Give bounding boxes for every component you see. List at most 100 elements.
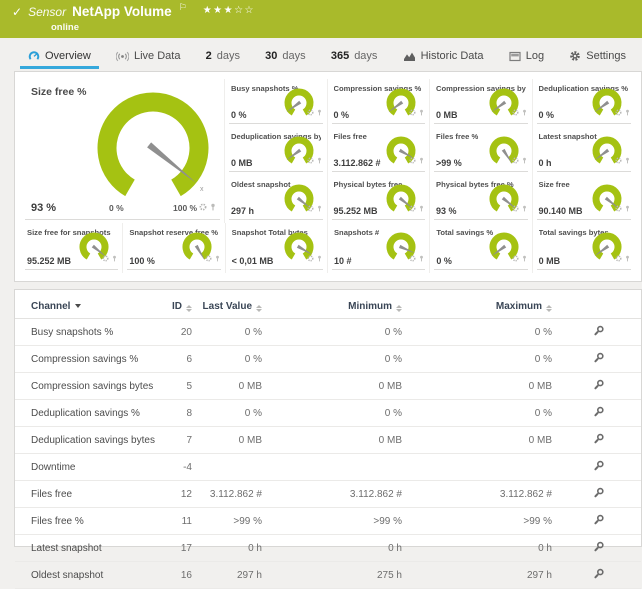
channel-settings-wrench-icon[interactable] — [593, 433, 605, 445]
gauge-value: 0 % — [436, 256, 452, 266]
channel-gear-icon[interactable] — [409, 103, 416, 121]
channel-gear-icon[interactable] — [409, 199, 416, 217]
pin-icon[interactable] — [419, 151, 424, 169]
table-row[interactable]: Oldest snapshot 16 297 h 275 h 297 h — [15, 561, 641, 589]
channel-gear-icon[interactable] — [512, 249, 519, 267]
table-row[interactable]: Deduplication savings bytes 7 0 MB 0 MB … — [15, 426, 641, 454]
tab-30-days[interactable]: 30 days — [265, 50, 306, 62]
tab-historic-data[interactable]: Historic Data — [395, 45, 492, 69]
pin-icon[interactable] — [317, 151, 322, 169]
channel-gear-icon[interactable] — [511, 103, 519, 121]
tab-log[interactable]: Log — [501, 45, 552, 69]
gear-icon — [569, 50, 581, 62]
gauge-tile: Compression savings bytes 0 MB — [430, 79, 533, 127]
channel-last-value: 3.112.862 # — [196, 480, 266, 508]
pin-icon[interactable] — [317, 249, 322, 267]
gauge-tile: Deduplication savings % 0 % — [533, 79, 636, 127]
channel-gear-icon[interactable] — [511, 151, 519, 169]
gauge-tile: Physical bytes free 95.252 MB — [328, 175, 430, 223]
channel-gear-icon[interactable] — [615, 151, 622, 169]
pin-icon[interactable] — [522, 249, 527, 267]
mini-gauge-strip: Size free for snapshots 95.252 MB Snapsh… — [21, 223, 635, 273]
channel-gear-icon[interactable] — [205, 249, 212, 267]
pin-icon[interactable] — [210, 198, 216, 216]
pin-icon[interactable] — [625, 199, 630, 217]
pin-icon[interactable] — [522, 199, 527, 217]
channel-settings-wrench-icon[interactable] — [593, 352, 605, 364]
column-header-minimum[interactable]: Minimum — [266, 292, 406, 319]
channel-gear-icon[interactable] — [409, 151, 416, 169]
flag-icon[interactable]: ⚐ — [178, 2, 187, 13]
channel-last-value: 0 % — [196, 399, 266, 427]
table-row[interactable]: Files free 12 3.112.862 # 3.112.862 # 3.… — [15, 480, 641, 508]
pin-icon[interactable] — [522, 103, 527, 121]
tab-settings[interactable]: Settings — [561, 45, 634, 69]
channel-gear-icon[interactable] — [615, 199, 622, 217]
sort-desc-icon — [75, 304, 82, 308]
sensor-title: NetApp Volume — [72, 4, 172, 19]
channel-name: Oldest snapshot — [15, 561, 156, 589]
pin-icon[interactable] — [419, 199, 424, 217]
column-header-maximum[interactable]: Maximum — [406, 292, 556, 319]
channel-settings-wrench-icon[interactable] — [593, 460, 605, 472]
gauge-title: Busy snapshots % — [231, 84, 299, 93]
channel-gear-icon[interactable] — [102, 249, 109, 267]
column-header-id[interactable]: ID — [156, 292, 196, 319]
gauge-title: Physical bytes free — [333, 180, 403, 189]
pin-icon[interactable] — [522, 151, 527, 169]
column-header-channel[interactable]: Channel — [15, 292, 156, 319]
tab-overview[interactable]: Overview — [20, 45, 99, 69]
channel-minimum: 0 MB — [266, 426, 406, 454]
gauge-value: 0 MB — [436, 110, 458, 120]
tab-live-data[interactable]: Live Data — [108, 45, 188, 69]
pin-icon[interactable] — [419, 103, 424, 121]
channel-settings-wrench-icon[interactable] — [593, 487, 605, 499]
channel-settings-wrench-icon[interactable] — [593, 568, 605, 580]
channel-settings-wrench-icon[interactable] — [593, 541, 605, 553]
tab-365-days[interactable]: 365 days — [330, 50, 378, 62]
pin-icon[interactable] — [625, 151, 630, 169]
pin-icon[interactable] — [317, 199, 322, 217]
channel-settings-wrench-icon[interactable] — [593, 379, 605, 391]
channel-gear-icon[interactable] — [306, 199, 314, 217]
gauge-tile: Snapshot Total bytes < 0,01 MB — [226, 223, 328, 273]
table-row[interactable]: Files free % 11 >99 % >99 % >99 % — [15, 507, 641, 535]
channel-minimum: >99 % — [266, 507, 406, 535]
channel-settings-wrench-icon[interactable] — [593, 325, 605, 337]
pin-icon[interactable] — [625, 249, 630, 267]
pin-icon[interactable] — [215, 249, 220, 267]
pin-icon[interactable] — [112, 249, 117, 267]
channel-settings-wrench-icon[interactable] — [593, 514, 605, 526]
channel-gear-icon[interactable] — [306, 103, 314, 121]
rating-stars[interactable]: ★★★☆☆ — [202, 4, 256, 16]
channel-settings-wrench-icon[interactable] — [593, 406, 605, 418]
table-row[interactable]: Compression savings bytes 5 0 MB 0 MB 0 … — [15, 372, 641, 400]
channel-gear-icon[interactable] — [306, 151, 314, 169]
tab-bar: Overview Live Data 2 days 30 days 365 da… — [20, 39, 634, 69]
channel-gear-icon[interactable] — [615, 249, 622, 267]
gauge-value: 93 % — [436, 206, 457, 216]
table-row[interactable]: Busy snapshots % 20 0 % 0 % 0 % — [15, 318, 641, 346]
channel-gear-icon[interactable] — [307, 249, 314, 267]
tab-2-days[interactable]: 2 days — [205, 50, 241, 62]
table-row[interactable]: Compression savings % 6 0 % 0 % 0 % — [15, 345, 641, 373]
channel-name: Latest snapshot — [15, 534, 156, 562]
channel-name: Compression savings % — [15, 345, 156, 373]
gauge-tile: Total savings bytes 0 MB — [533, 223, 635, 273]
gauge-value: 0 % — [538, 110, 555, 120]
table-row[interactable]: Downtime -4 — [15, 453, 641, 481]
channel-gear-icon[interactable] — [409, 249, 416, 267]
channel-gear-icon[interactable] — [511, 199, 519, 217]
channel-last-value: 0 MB — [196, 372, 266, 400]
pin-icon[interactable] — [419, 249, 424, 267]
table-row[interactable]: Deduplication savings % 8 0 % 0 % 0 % — [15, 399, 641, 427]
table-row[interactable]: Latest snapshot 17 0 h 0 h 0 h — [15, 534, 641, 562]
column-header-last-value[interactable]: Last Value — [196, 292, 266, 319]
gauge-title: Latest snapshot — [538, 132, 597, 141]
channel-gear-icon[interactable] — [199, 198, 207, 216]
channel-gear-icon[interactable] — [615, 103, 622, 121]
pin-icon[interactable] — [317, 103, 322, 121]
channel-maximum: 0 h — [406, 534, 556, 562]
gauge-value: 10 # — [333, 256, 352, 266]
pin-icon[interactable] — [625, 103, 630, 121]
